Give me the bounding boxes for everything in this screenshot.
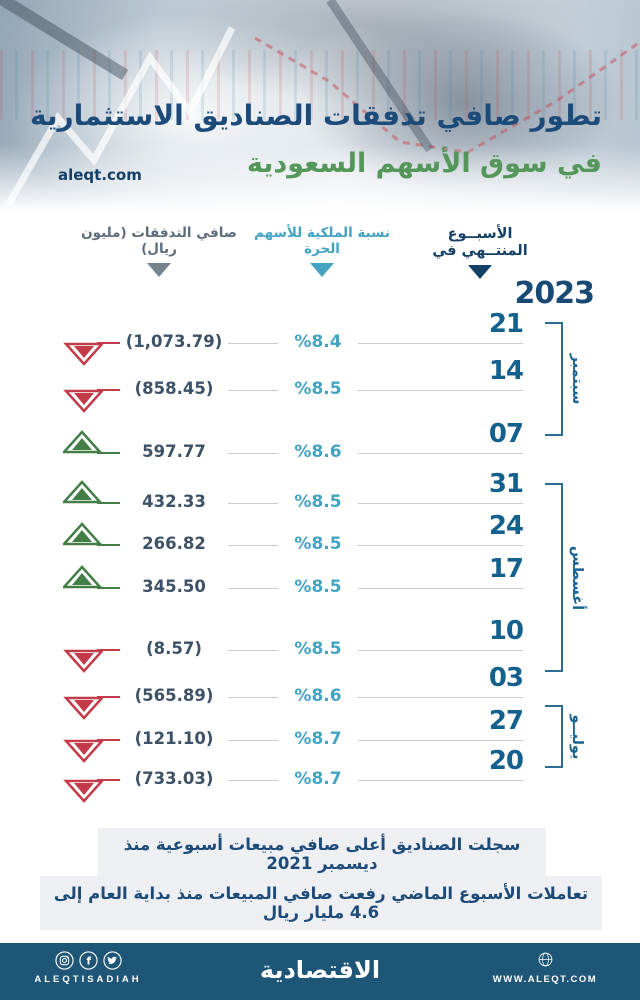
- flow-value: 345.50: [120, 577, 228, 596]
- flow-direction-triangle-icon: [63, 342, 105, 366]
- flow-direction-triangle-icon: [61, 480, 103, 504]
- triangle-down-icon: [147, 263, 171, 278]
- flow-direction-triangle-icon: [63, 649, 105, 673]
- week-ending-day: 24: [488, 511, 524, 541]
- social-handle: ALEQTISADIAH: [34, 974, 142, 985]
- week-ending-day: 03: [488, 663, 524, 693]
- column-header-week: الأسبــوع المنتــهي في: [412, 226, 548, 280]
- ownership-percent: %8.7: [278, 729, 358, 749]
- page-title: تطور صافي تدفقات الصناديق الاستثمارية: [29, 99, 602, 132]
- row-line-colored-tail: [97, 779, 127, 781]
- month-bracket: [545, 483, 563, 672]
- flow-value: (1,073.79): [120, 332, 228, 351]
- row-line-colored-tail: [97, 696, 127, 698]
- row-line-colored-tail: [97, 502, 127, 504]
- facebook-icon: f: [78, 951, 98, 970]
- flow-direction-triangle-icon: [63, 739, 105, 763]
- flow-value: (565.89): [120, 686, 228, 705]
- ownership-percent: %8.5: [278, 534, 358, 554]
- globe-icon: [538, 952, 552, 967]
- ownership-percent: %8.5: [278, 492, 358, 512]
- flow-value: (858.45): [120, 379, 228, 398]
- watermark: aleqt.com: [58, 166, 142, 184]
- week-ending-day: 21: [488, 309, 524, 339]
- week-ending-day: 20: [488, 746, 524, 776]
- month-label: أغسطس: [567, 527, 587, 628]
- column-header-flows: صافي التدفقات (مليون ريال): [78, 225, 240, 278]
- instagram-icon: [54, 951, 74, 970]
- brand-logo: الاقتصادية: [259, 956, 381, 984]
- ownership-percent: %8.5: [278, 577, 358, 597]
- website-block: WWW.ALEQT.COM: [480, 952, 610, 985]
- flow-value: (8.57): [120, 639, 228, 658]
- footer-bar: f ALEQTISADIAH الاقتصادية WWW.ALEQT.COM: [0, 943, 640, 1000]
- row-line-colored-tail: [97, 544, 127, 546]
- flow-direction-triangle-icon: [63, 389, 105, 413]
- column-header-week-label: الأسبــوع المنتــهي في: [432, 226, 528, 259]
- page-subtitle: في سوق الأسهم السعودية: [246, 148, 602, 179]
- row-line-colored-tail: [97, 587, 127, 589]
- flow-direction-triangle-icon: [61, 565, 103, 589]
- ownership-percent: %8.5: [278, 379, 358, 399]
- week-ending-day: 07: [488, 419, 524, 449]
- row-line-colored-tail: [97, 649, 127, 651]
- month-bracket: [545, 322, 563, 436]
- ownership-percent: %8.6: [278, 442, 358, 462]
- note-box: تعاملات الأسبوع الماضي رفعت صافي المبيعا…: [40, 876, 602, 930]
- flow-direction-triangle-icon: [61, 522, 103, 546]
- hero-fade: [0, 0, 640, 212]
- week-ending-day: 10: [488, 616, 524, 646]
- week-ending-day: 31: [488, 469, 524, 499]
- flow-direction-triangle-icon: [63, 779, 105, 803]
- triangle-down-icon: [468, 265, 492, 280]
- ownership-percent: %8.5: [278, 639, 358, 659]
- column-header-ownership-label: نسبة الملكية للأسهم الحرة: [254, 225, 390, 257]
- row-line-colored-tail: [97, 389, 127, 391]
- week-ending-day: 14: [488, 356, 524, 386]
- flow-direction-triangle-icon: [61, 430, 103, 454]
- social-block: f ALEQTISADIAH: [28, 951, 148, 985]
- flow-value: 266.82: [120, 534, 228, 553]
- row-line-colored-tail: [97, 342, 127, 344]
- month-label: سبتمبر: [567, 329, 587, 429]
- hero-banner: تطور صافي تدفقات الصناديق الاستثمارية في…: [0, 0, 640, 212]
- month-bracket: [545, 705, 563, 768]
- column-header-flows-label: صافي التدفقات (مليون ريال): [81, 225, 237, 257]
- column-header-ownership: نسبة الملكية للأسهم الحرة: [244, 225, 400, 278]
- twitter-icon: [102, 951, 122, 970]
- website-url: WWW.ALEQT.COM: [492, 974, 598, 985]
- row-line-colored-tail: [97, 452, 127, 454]
- flow-value: (733.03): [120, 769, 228, 788]
- note-box: سجلت الصناديق أعلى صافي مبيعات أسبوعية م…: [98, 828, 546, 880]
- flow-value: 597.77: [120, 442, 228, 461]
- week-ending-day: 27: [488, 706, 524, 736]
- flow-direction-triangle-icon: [63, 696, 105, 720]
- row-line-colored-tail: [97, 739, 127, 741]
- ownership-percent: %8.4: [278, 332, 358, 352]
- triangle-down-icon: [310, 263, 334, 278]
- flow-value: 432.33: [120, 492, 228, 511]
- month-label: يوليــو: [567, 686, 587, 787]
- svg-text:f: f: [86, 954, 91, 967]
- year-label: 2023: [514, 276, 595, 311]
- flow-value: (121.10): [120, 729, 228, 748]
- ownership-percent: %8.6: [278, 686, 358, 706]
- week-ending-day: 17: [488, 554, 524, 584]
- ownership-percent: %8.7: [278, 769, 358, 789]
